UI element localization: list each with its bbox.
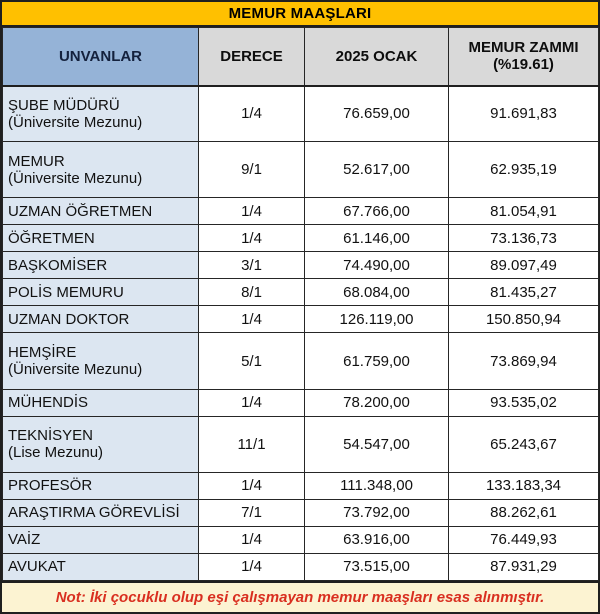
job-title-cell: BAŞKOMİSER	[2, 251, 199, 280]
table-row: ŞUBE MÜDÜRÜ (Üniversite Mezunu) 1/4 76.6…	[2, 84, 599, 143]
job-title: ARAŞTIRMA GÖREVLİSİ	[8, 504, 180, 522]
ocak-salary-cell: 111.348,00	[304, 471, 449, 500]
ocak-salary-cell: 52.617,00	[304, 141, 449, 199]
table-row: POLİS MEMURU 8/1 68.084,00 81.435,27	[2, 278, 599, 307]
derece-cell: 8/1	[198, 278, 305, 307]
zam-salary-cell: 73.869,94	[448, 332, 599, 390]
job-title: HEMŞİRE	[8, 344, 77, 361]
derece-cell: 1/4	[198, 388, 305, 417]
zam-salary-cell: 73.136,73	[448, 224, 599, 253]
job-title: VAİZ	[8, 531, 41, 549]
job-title-cell: TEKNİSYEN (Lise Mezunu)	[2, 415, 199, 473]
job-title-cell: MEMUR (Üniversite Mezunu)	[2, 141, 199, 199]
col-header-unvanlar: UNVANLAR	[2, 27, 199, 87]
col-header-memur-zammi: MEMUR ZAMMI (%19.61)	[448, 27, 599, 87]
table-row: UZMAN ÖĞRETMEN 1/4 67.766,00 81.054,91	[2, 197, 599, 226]
job-title-cell: POLİS MEMURU	[2, 278, 199, 307]
derece-cell: 1/4	[198, 305, 305, 334]
ocak-salary-cell: 78.200,00	[304, 388, 449, 417]
salary-table: UNVANLAR DERECE 2025 OCAK MEMUR ZAMMI (%…	[2, 27, 599, 582]
job-title: POLİS MEMURU	[8, 283, 124, 301]
job-title-cell: PROFESÖR	[2, 471, 199, 500]
job-title-cell: HEMŞİRE (Üniversite Mezunu)	[2, 332, 199, 390]
derece-cell: 1/4	[198, 84, 305, 143]
derece-cell: 1/4	[198, 552, 305, 582]
table-row: BAŞKOMİSER 3/1 74.490,00 89.097,49	[2, 251, 599, 280]
job-subtitle: (Üniversite Mezunu)	[8, 361, 143, 378]
zam-salary-cell: 150.850,94	[448, 305, 599, 334]
derece-cell: 1/4	[198, 197, 305, 226]
table-row: HEMŞİRE (Üniversite Mezunu) 5/1 61.759,0…	[2, 332, 599, 390]
job-title-cell: MÜHENDİS	[2, 388, 199, 417]
job-title-cell: ÖĞRETMEN	[2, 224, 199, 253]
memur-zammi-line1: MEMUR ZAMMI	[468, 39, 579, 57]
ocak-salary-cell: 63.916,00	[304, 525, 449, 554]
zam-salary-cell: 81.054,91	[448, 197, 599, 226]
table-title: MEMUR MAAŞLARI	[2, 2, 598, 27]
table-row: VAİZ 1/4 63.916,00 76.449,93	[2, 525, 599, 554]
ocak-salary-cell: 73.792,00	[304, 498, 449, 527]
header-row: UNVANLAR DERECE 2025 OCAK MEMUR ZAMMI (%…	[2, 27, 599, 87]
table-row: ARAŞTIRMA GÖREVLİSİ 7/1 73.792,00 88.262…	[2, 498, 599, 527]
derece-cell: 3/1	[198, 251, 305, 280]
ocak-salary-cell: 74.490,00	[304, 251, 449, 280]
derece-cell: 7/1	[198, 498, 305, 527]
col-header-2025-ocak: 2025 OCAK	[304, 27, 449, 87]
job-title: PROFESÖR	[8, 477, 93, 495]
table-row: PROFESÖR 1/4 111.348,00 133.183,34	[2, 471, 599, 500]
job-title-cell: ARAŞTIRMA GÖREVLİSİ	[2, 498, 199, 527]
zam-salary-cell: 91.691,83	[448, 84, 599, 143]
zam-salary-cell: 133.183,34	[448, 471, 599, 500]
ocak-salary-cell: 68.084,00	[304, 278, 449, 307]
derece-cell: 5/1	[198, 332, 305, 390]
job-title: UZMAN DOKTOR	[8, 310, 130, 328]
job-title-cell: ŞUBE MÜDÜRÜ (Üniversite Mezunu)	[2, 84, 199, 143]
ocak-salary-cell: 76.659,00	[304, 84, 449, 143]
job-title: UZMAN ÖĞRETMEN	[8, 202, 153, 220]
job-title-cell: AVUKAT	[2, 552, 199, 582]
col-header-derece: DERECE	[198, 27, 305, 87]
zam-salary-cell: 62.935,19	[448, 141, 599, 199]
job-title: MEMUR	[8, 152, 65, 170]
job-title: AVUKAT	[8, 558, 66, 576]
derece-cell: 9/1	[198, 141, 305, 199]
footnote: Not: İki çocuklu olup eşi çalışmayan mem…	[2, 581, 598, 612]
ocak-salary-cell: 61.146,00	[304, 224, 449, 253]
zam-salary-cell: 89.097,49	[448, 251, 599, 280]
table-row: MEMUR (Üniversite Mezunu) 9/1 52.617,00 …	[2, 141, 599, 199]
zam-salary-cell: 93.535,02	[448, 388, 599, 417]
table-row: TEKNİSYEN (Lise Mezunu) 11/1 54.547,00 6…	[2, 415, 599, 473]
memur-zammi-line2: (%19.61)	[493, 56, 554, 74]
derece-cell: 1/4	[198, 525, 305, 554]
derece-cell: 1/4	[198, 224, 305, 253]
job-title: BAŞKOMİSER	[8, 256, 108, 274]
zam-salary-cell: 87.931,29	[448, 552, 599, 582]
ocak-salary-cell: 67.766,00	[304, 197, 449, 226]
job-title: ÖĞRETMEN	[8, 229, 95, 247]
job-title: ŞUBE MÜDÜRÜ	[8, 96, 120, 114]
table-row: AVUKAT 1/4 73.515,00 87.931,29	[2, 552, 599, 582]
job-subtitle: (Üniversite Mezunu)	[8, 169, 143, 187]
derece-cell: 11/1	[198, 415, 305, 473]
job-subtitle: (Lise Mezunu)	[8, 444, 104, 462]
job-subtitle: (Üniversite Mezunu)	[8, 113, 143, 131]
zam-salary-cell: 65.243,67	[448, 415, 599, 473]
ocak-salary-cell: 126.119,00	[304, 305, 449, 334]
derece-cell: 1/4	[198, 471, 305, 500]
job-title-cell: UZMAN DOKTOR	[2, 305, 199, 334]
zam-salary-cell: 81.435,27	[448, 278, 599, 307]
job-title: TEKNİSYEN	[8, 427, 94, 445]
table-row: MÜHENDİS 1/4 78.200,00 93.535,02	[2, 388, 599, 417]
ocak-salary-cell: 54.547,00	[304, 415, 449, 473]
table-row: UZMAN DOKTOR 1/4 126.119,00 150.850,94	[2, 305, 599, 334]
table-row: ÖĞRETMEN 1/4 61.146,00 73.136,73	[2, 224, 599, 253]
ocak-salary-cell: 61.759,00	[304, 332, 449, 390]
ocak-salary-cell: 73.515,00	[304, 552, 449, 582]
job-title-cell: UZMAN ÖĞRETMEN	[2, 197, 199, 226]
zam-salary-cell: 88.262,61	[448, 498, 599, 527]
job-title: MÜHENDİS	[8, 394, 89, 412]
zam-salary-cell: 76.449,93	[448, 525, 599, 554]
job-title-cell: VAİZ	[2, 525, 199, 554]
